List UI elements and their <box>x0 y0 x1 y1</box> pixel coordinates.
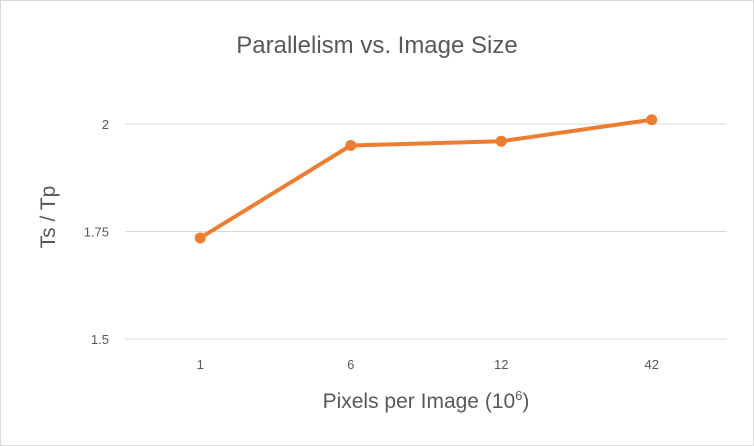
y-tick-label: 1.5 <box>91 332 109 347</box>
x-tick-label: 6 <box>347 357 354 372</box>
data-point <box>646 114 658 126</box>
x-axis-title-superscript: 6 <box>515 388 522 403</box>
series-layer <box>194 114 658 244</box>
x-axis-title: Pixels per Image (106) <box>323 388 530 413</box>
x-axis-title-suffix: ) <box>522 390 529 413</box>
y-axis-ticks: 1.5 1.75 2 <box>84 117 109 347</box>
x-axis-ticks: 1 6 12 42 <box>197 357 659 372</box>
data-point <box>495 135 507 147</box>
chart-title: Parallelism vs. Image Size <box>236 32 517 59</box>
y-tick-label: 1.75 <box>84 225 109 240</box>
series-line <box>198 117 654 240</box>
data-point <box>345 140 357 151</box>
x-tick-label: 12 <box>494 357 508 372</box>
x-tick-label: 42 <box>645 357 659 372</box>
data-point <box>194 232 206 244</box>
y-tick-label: 2 <box>102 117 109 132</box>
gridlines <box>125 123 727 340</box>
x-axis-title-main: Pixels per Image (10 <box>323 390 516 413</box>
x-tick-label: 1 <box>197 357 204 372</box>
y-axis-title: Ts / Tp <box>37 186 60 249</box>
